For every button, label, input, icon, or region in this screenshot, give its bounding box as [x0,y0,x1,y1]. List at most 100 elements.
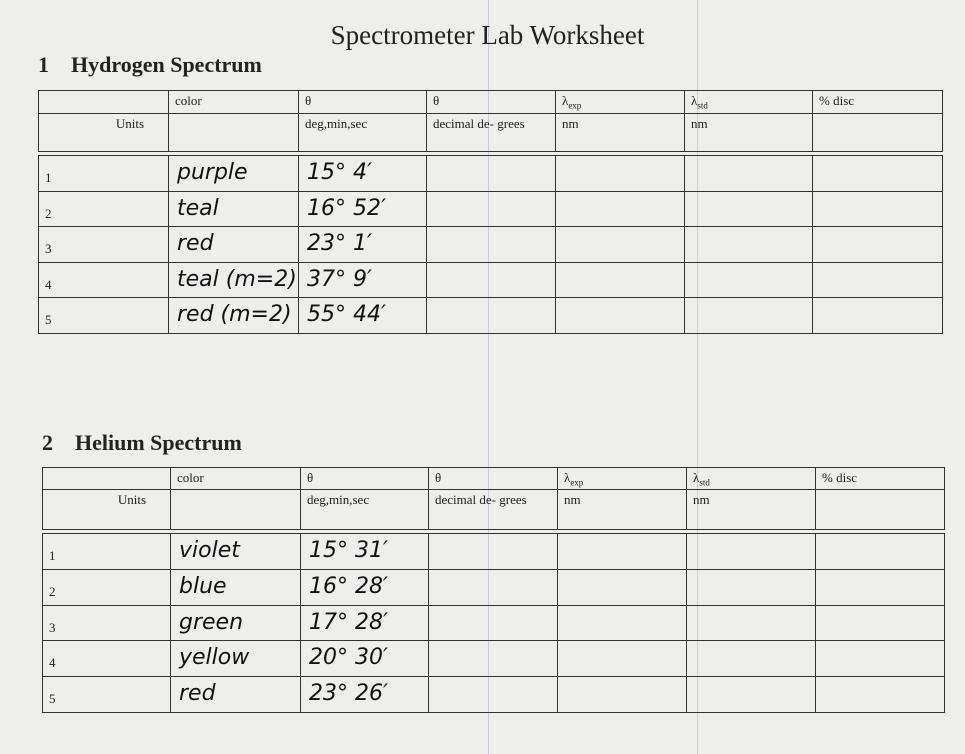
column-units: nm [564,492,581,507]
table-cell: 17° 28′ [300,604,429,642]
table-cell [815,676,945,713]
row-number: 2 [49,583,56,599]
row-number: 4 [45,276,52,292]
table-cell: 16° 28′ [300,568,429,606]
table-cell [812,261,943,298]
handwritten-entry: 55° 44′ [307,302,386,327]
handwritten-entry: green [179,609,244,635]
table-cell [557,640,687,678]
page-title: Spectrometer Lab Worksheet [330,20,645,50]
page-fold [488,0,489,754]
section-heading: 2 Helium Spectrum [42,430,242,456]
column-name: θ [305,93,312,108]
header-cell: λstd [684,90,813,114]
table-cell: 15° 31′ [300,533,429,570]
table-cell [428,640,558,678]
handwritten-entry: teal [177,195,219,221]
units-cell [812,113,943,152]
header-cell: color [168,90,299,114]
table-cell [684,190,813,227]
header-cell: λstd [686,467,816,490]
table-cell: 5 [38,297,169,334]
column-units: Units [117,492,146,507]
units-cell: nm [557,489,687,530]
handwritten-entry: 15° 31′ [309,538,388,563]
units-cell: nm [686,489,816,530]
table-cell [815,640,945,678]
handwritten-entry: 16° 28′ [309,573,388,599]
table-cell [555,261,685,298]
table-cell [684,261,813,298]
units-cell: deg,min,sec [298,113,427,152]
table-cell [426,261,556,298]
column-subscript: exp [568,100,582,111]
header-cell: λexp [557,467,687,490]
handwritten-entry: 23° 1′ [307,231,372,256]
column-units: nm [562,116,579,131]
handwritten-entry: 15° 4′ [307,160,372,185]
handwritten-entry: red (m=2) [177,302,292,327]
table-cell [686,533,816,570]
table-cell: 55° 44′ [298,297,427,334]
units-cell: deg,min,sec [300,489,429,530]
handwritten-entry: 20° 30′ [309,645,388,671]
table-cell [428,568,558,606]
page-fold [697,0,698,754]
column-name: λ [562,93,569,108]
handwritten-entry: violet [179,538,240,563]
header-cell [38,90,169,114]
handwritten-entry: 16° 52′ [307,195,386,221]
column-subscript: std [699,477,710,488]
column-name: λ [693,470,700,485]
table-cell [686,604,816,642]
column-name: θ [435,470,442,485]
table-cell [426,155,556,192]
row-number: 1 [45,170,52,185]
table-cell: blue [170,568,301,606]
units-cell: Units [38,113,169,152]
table-cell: red [170,676,301,713]
table-cell: red (m=2) [168,297,299,334]
column-name: color [177,470,204,485]
table-cell: teal [168,190,299,227]
column-units: Units [115,116,144,131]
table-cell: purple [168,155,299,192]
table-cell [684,297,813,334]
header-cell: % disc [815,467,945,490]
column-name: % disc [819,93,855,108]
row-number: 3 [49,619,56,635]
header-cell: % disc [812,90,943,114]
table-cell [428,533,558,570]
table-cell: 37° 9′ [298,261,427,298]
column-name: % disc [822,470,858,485]
units-cell: decimal de- grees [428,489,558,530]
table-cell [426,190,556,227]
handwritten-entry: 17° 28′ [309,609,388,635]
header-cell: θ [428,467,558,490]
section-title: Hydrogen Spectrum [71,52,262,77]
header-cell: θ [298,90,427,114]
table-cell [555,226,685,263]
handwritten-entry: teal (m=2) [177,266,297,292]
table-cell: green [170,604,301,642]
column-name: θ [307,470,314,485]
table-cell: 5 [42,676,171,713]
table-cell [815,604,945,642]
units-cell [170,489,301,530]
row-number: 5 [49,691,56,707]
table-cell [812,226,943,263]
table-cell [812,190,943,227]
table-cell [815,533,945,570]
units-cell: decimal de- grees [426,113,556,152]
table-cell: violet [170,533,301,570]
column-units: nm [693,492,710,507]
table-cell [557,533,687,570]
column-units: decimal de- grees [435,492,527,507]
table-cell [555,190,685,227]
section-number: 1 [38,52,49,77]
row-number: 4 [49,655,56,671]
units-cell: Units [42,489,171,530]
table-cell [686,676,816,713]
section-title: Helium Spectrum [75,430,242,455]
column-units: nm [691,116,708,131]
